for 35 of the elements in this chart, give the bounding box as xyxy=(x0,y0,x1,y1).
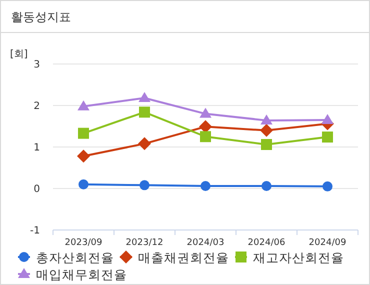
x-tick-label: 2024/03 xyxy=(186,238,224,248)
legend-label: 총자산회전율 xyxy=(36,250,114,265)
point xyxy=(260,124,273,137)
point xyxy=(78,128,89,139)
point xyxy=(200,181,210,192)
point xyxy=(138,137,151,150)
x-tick-label: 2024/06 xyxy=(248,238,286,248)
point xyxy=(322,114,334,124)
y-tick-label: 3 xyxy=(34,60,40,70)
point xyxy=(262,181,272,192)
point xyxy=(322,132,333,143)
y-tick-label: 2 xyxy=(34,101,40,112)
y-tick-label: 1 xyxy=(34,142,40,154)
legend-label: 재고자산회전율 xyxy=(253,250,344,265)
point xyxy=(261,139,272,150)
point xyxy=(322,181,332,192)
y-tick-label: -1 xyxy=(30,226,40,236)
x-tick-label: 2023/09 xyxy=(64,238,102,248)
point xyxy=(260,114,272,124)
point xyxy=(138,92,150,102)
point xyxy=(139,106,150,118)
point xyxy=(78,179,88,190)
legend-label: 매출채권회전율 xyxy=(138,250,229,265)
chart-title: 활동성지표 xyxy=(11,10,71,24)
legend-label: 매입채무회전율 xyxy=(36,267,127,282)
point xyxy=(78,100,90,110)
x-tick-label: 2024/09 xyxy=(308,238,346,248)
x-tick-label: 2023/12 xyxy=(126,238,164,248)
point xyxy=(77,150,90,163)
y-tick-label: 0 xyxy=(34,184,40,195)
point xyxy=(200,131,211,142)
y-axis-title: [회] xyxy=(10,49,28,60)
point xyxy=(140,180,150,190)
point xyxy=(199,120,212,134)
point xyxy=(200,108,212,118)
